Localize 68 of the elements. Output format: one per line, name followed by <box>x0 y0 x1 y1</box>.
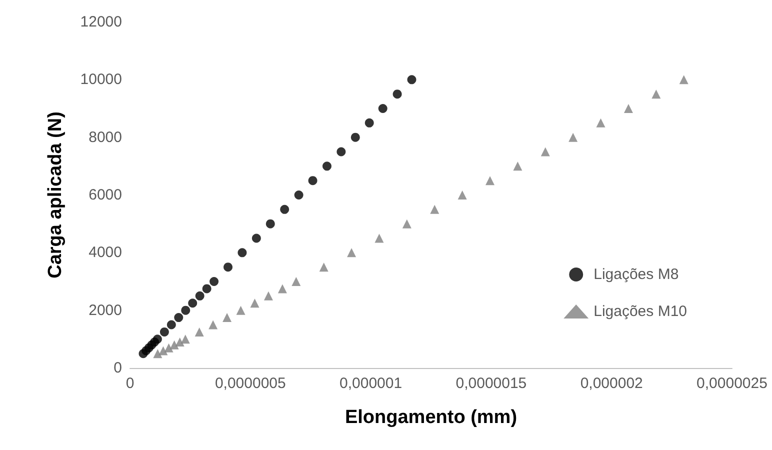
point <box>319 262 328 272</box>
point <box>181 306 190 315</box>
point <box>280 204 290 214</box>
point <box>222 313 232 322</box>
x-tick-label: 0,0000025 <box>696 375 768 392</box>
point <box>174 313 184 322</box>
point <box>166 320 176 330</box>
point <box>652 90 661 99</box>
point <box>485 176 494 186</box>
point <box>378 104 388 113</box>
point <box>624 104 633 113</box>
legend-label: Ligações M8 <box>594 266 679 283</box>
point <box>238 248 247 258</box>
point <box>158 346 168 356</box>
point <box>540 147 550 156</box>
point <box>402 219 412 228</box>
point <box>264 291 273 300</box>
x-tick-label: 0,000001 <box>340 375 402 392</box>
x-tick-label: 0 <box>126 375 134 392</box>
point <box>679 75 688 84</box>
y-tick-label: 0 <box>114 360 122 376</box>
point <box>374 234 384 243</box>
y-tick-label: 4000 <box>88 244 122 262</box>
y-tick-label: 6000 <box>88 186 122 204</box>
point <box>194 327 204 336</box>
point <box>278 284 287 294</box>
point <box>224 262 233 272</box>
y-tick-label: 8000 <box>88 128 122 146</box>
point <box>347 248 356 258</box>
point <box>364 118 374 128</box>
point <box>236 306 246 315</box>
point <box>210 277 219 286</box>
point <box>252 234 261 243</box>
point <box>208 320 218 330</box>
point <box>152 334 162 344</box>
x-tick-label: 0,0000015 <box>456 375 527 392</box>
point <box>596 118 606 128</box>
y-tick-label: 12000 <box>80 14 122 30</box>
point <box>175 338 184 347</box>
x-axis-title: Elongamento (mm) <box>344 407 518 428</box>
y-axis-title: Carga aplicada (N) <box>45 112 66 278</box>
point <box>160 327 169 336</box>
point <box>266 219 275 228</box>
point <box>458 190 467 200</box>
point <box>170 340 179 350</box>
point <box>164 343 174 352</box>
point <box>392 90 402 99</box>
point <box>294 190 304 200</box>
point <box>180 334 190 344</box>
x-tick-label: 0,000002 <box>580 375 643 392</box>
x-tick-label: 0,0000005 <box>214 375 286 392</box>
point <box>336 147 346 156</box>
point <box>430 204 440 214</box>
point <box>188 298 198 308</box>
point <box>407 75 416 84</box>
point <box>513 162 522 171</box>
point <box>202 284 212 294</box>
point <box>350 132 360 142</box>
point <box>568 132 578 142</box>
point <box>322 162 332 171</box>
point <box>195 291 204 300</box>
point <box>308 176 318 186</box>
point <box>250 298 260 308</box>
point <box>153 349 162 358</box>
point <box>292 277 301 286</box>
y-tick-label: 2000 <box>88 302 122 319</box>
legend-label: Ligações M10 <box>594 303 688 320</box>
y-tick-label: 10000 <box>80 71 122 88</box>
